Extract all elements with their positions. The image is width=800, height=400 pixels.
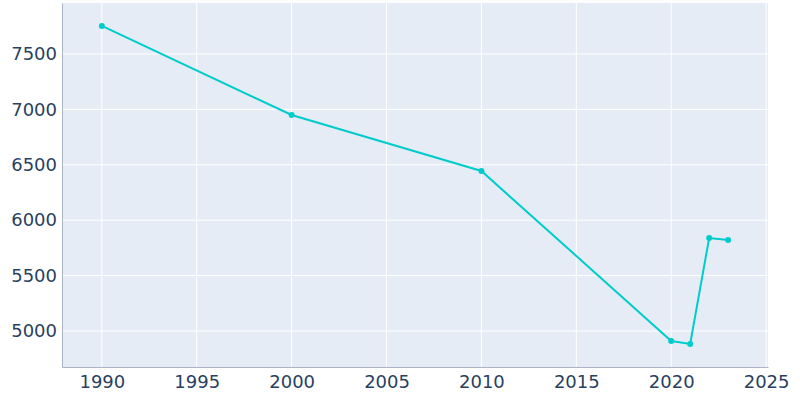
tick: 2000 — [269, 367, 315, 392]
grid-line — [62, 164, 768, 165]
tick-label: 2025 — [744, 371, 790, 392]
point — [725, 237, 731, 243]
tick: 6500 — [11, 154, 62, 175]
grid — [62, 3, 768, 367]
grid-line — [386, 3, 387, 367]
tick: 7000 — [11, 99, 62, 120]
point — [478, 168, 484, 174]
x-axis: 1990 1995 2000 2005 2010 2015 2020 2025 — [63, 367, 790, 392]
tick-label: 7500 — [11, 43, 57, 64]
tick-label: 2015 — [554, 371, 600, 392]
tick: 7500 — [11, 43, 62, 64]
grid-line — [576, 3, 577, 367]
point — [687, 341, 693, 347]
point — [668, 338, 674, 344]
grid-line — [62, 330, 768, 331]
grid-line — [766, 3, 767, 367]
plot-background — [62, 3, 768, 367]
tick-label: 5500 — [11, 265, 57, 286]
tick: 1990 — [79, 367, 125, 392]
line — [102, 26, 728, 344]
tick: 5000 — [11, 320, 62, 341]
tick-label: 1995 — [174, 371, 220, 392]
plot: 1990 1995 2000 2005 2010 2015 2020 2025 5000 5500… — [11, 3, 789, 392]
tick: 5500 — [11, 265, 62, 286]
marks — [99, 23, 731, 347]
tick: 6000 — [11, 209, 62, 230]
tick: 2025 — [744, 367, 790, 392]
tick-label: 2005 — [364, 371, 410, 392]
point — [706, 235, 712, 241]
tick-label: 2010 — [459, 371, 505, 392]
tick-label: 2000 — [269, 371, 315, 392]
tick: 2010 — [459, 367, 505, 392]
tick: 2005 — [364, 367, 410, 392]
grid-line — [62, 53, 768, 54]
chart: 1990 1995 2000 2005 2010 2015 2020 2025 5000 5500… — [0, 0, 800, 400]
tick-label: 5000 — [11, 320, 57, 341]
point — [289, 112, 295, 118]
tick: 2020 — [649, 367, 695, 392]
tick-label: 2020 — [649, 371, 695, 392]
grid-line — [196, 3, 197, 367]
grid-line — [481, 3, 482, 367]
grid-line — [62, 220, 768, 221]
grid-line — [671, 3, 672, 367]
grid-line — [291, 3, 292, 367]
grid-line — [62, 109, 768, 110]
tick-label: 1990 — [79, 371, 125, 392]
grid-line — [101, 3, 102, 367]
tick: 1995 — [174, 367, 220, 392]
tick: 2015 — [554, 367, 600, 392]
tick-label: 6000 — [11, 209, 57, 230]
tick-label: 6500 — [11, 154, 57, 175]
point — [99, 23, 105, 29]
axis-line — [63, 367, 769, 368]
grid-line — [62, 275, 768, 276]
y-axis: 5000 5500 6000 6500 7000 7500 — [11, 4, 62, 368]
tick-label: 7000 — [11, 99, 57, 120]
axis-line — [62, 4, 63, 368]
